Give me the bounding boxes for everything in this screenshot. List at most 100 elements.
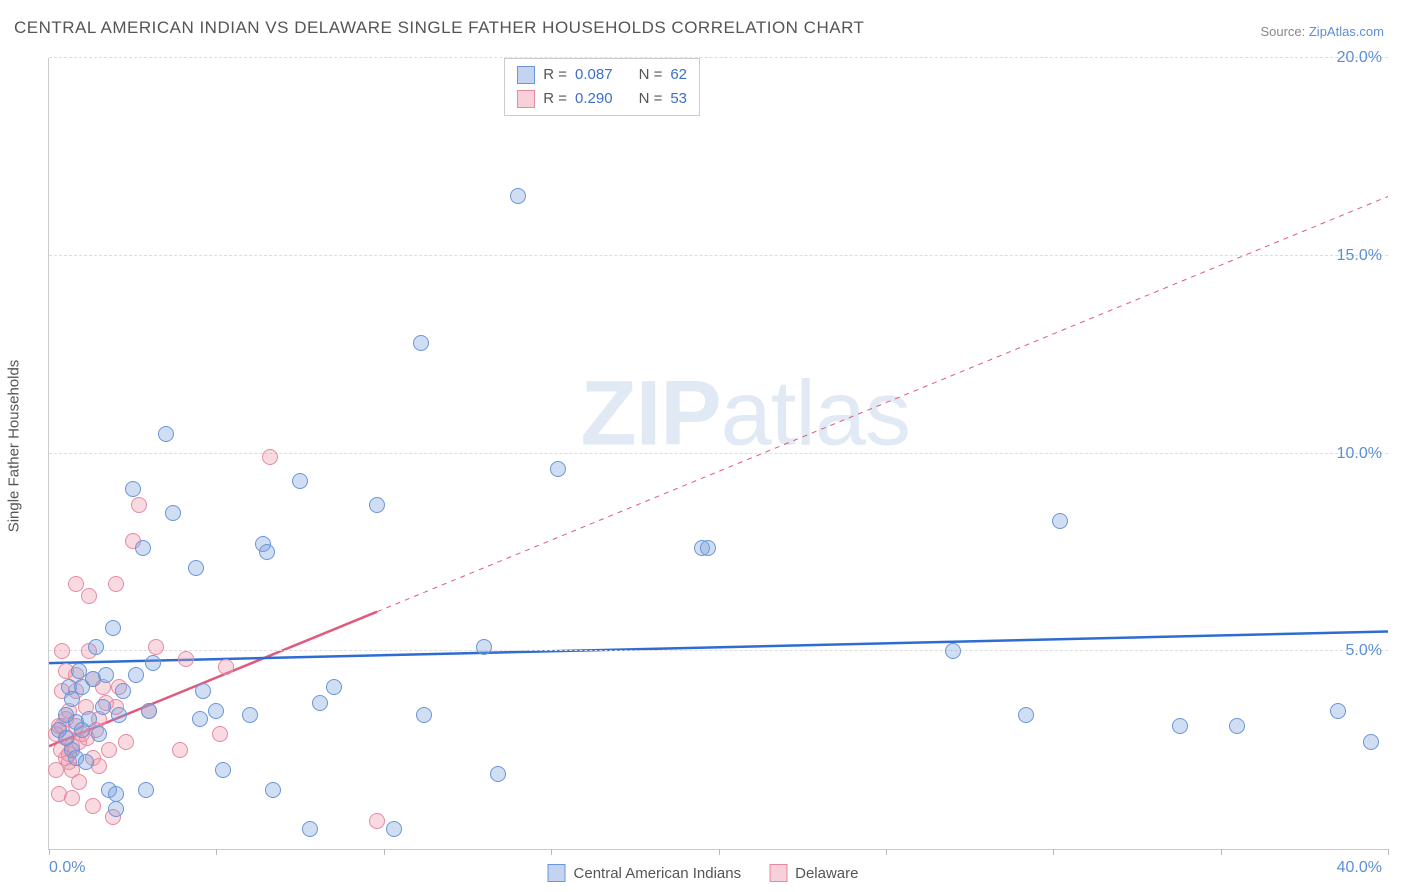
- data-point: [101, 742, 117, 758]
- data-point: [490, 766, 506, 782]
- data-point: [215, 762, 231, 778]
- data-point: [81, 711, 97, 727]
- source-link[interactable]: ZipAtlas.com: [1309, 24, 1384, 39]
- x-tick: [551, 849, 552, 855]
- y-tick-label: 10.0%: [1337, 445, 1382, 463]
- data-point: [195, 683, 211, 699]
- data-point: [54, 643, 70, 659]
- n-label: N =: [639, 87, 663, 111]
- data-point: [1363, 734, 1379, 750]
- data-point: [326, 679, 342, 695]
- data-point: [135, 540, 151, 556]
- data-point: [68, 576, 84, 592]
- data-point: [259, 544, 275, 560]
- data-point: [108, 576, 124, 592]
- data-point: [369, 497, 385, 513]
- watermark-atlas: atlas: [721, 362, 910, 464]
- data-point: [312, 695, 328, 711]
- y-tick-label: 15.0%: [1337, 247, 1382, 265]
- data-point: [416, 707, 432, 723]
- data-point: [98, 667, 114, 683]
- r-value: 0.290: [575, 87, 613, 111]
- source-attribution: Source: ZipAtlas.com: [1260, 24, 1384, 39]
- data-point: [115, 683, 131, 699]
- data-point: [700, 540, 716, 556]
- data-point: [188, 560, 204, 576]
- legend-stats-row: R = 0.290 N = 53: [517, 87, 687, 111]
- data-point: [242, 707, 258, 723]
- y-axis-label: Single Father Households: [6, 360, 23, 533]
- gridline: [49, 57, 1388, 58]
- source-prefix: Source:: [1260, 24, 1308, 39]
- x-tick: [1053, 849, 1054, 855]
- data-point: [165, 505, 181, 521]
- data-point: [85, 798, 101, 814]
- x-tick: [49, 849, 50, 855]
- data-point: [178, 651, 194, 667]
- data-point: [476, 639, 492, 655]
- data-point: [131, 497, 147, 513]
- data-point: [108, 801, 124, 817]
- r-value: 0.087: [575, 63, 613, 87]
- legend-label-blue: Central American Indians: [574, 865, 742, 882]
- gridline: [49, 255, 1388, 256]
- n-value: 62: [670, 63, 687, 87]
- x-tick-label: 0.0%: [49, 859, 85, 877]
- data-point: [212, 726, 228, 742]
- data-point: [386, 821, 402, 837]
- r-label: R =: [543, 63, 567, 87]
- data-point: [111, 707, 127, 723]
- data-point: [141, 703, 157, 719]
- legend-stats-row: R = 0.087 N = 62: [517, 63, 687, 87]
- gridline: [49, 650, 1388, 651]
- legend-label-pink: Delaware: [795, 865, 858, 882]
- swatch-pink: [517, 90, 535, 108]
- watermark: ZIPatlas: [581, 361, 910, 466]
- data-point: [218, 659, 234, 675]
- data-point: [265, 782, 281, 798]
- data-point: [262, 449, 278, 465]
- data-point: [145, 655, 161, 671]
- legend-stats: R = 0.087 N = 62 R = 0.290 N = 53: [504, 58, 700, 116]
- data-point: [95, 699, 111, 715]
- n-label: N =: [639, 63, 663, 87]
- data-point: [208, 703, 224, 719]
- watermark-zip: ZIP: [581, 362, 721, 464]
- data-point: [78, 754, 94, 770]
- data-point: [510, 188, 526, 204]
- data-point: [1172, 718, 1188, 734]
- legend-item-blue: Central American Indians: [548, 864, 742, 882]
- x-tick: [1388, 849, 1389, 855]
- y-tick-label: 5.0%: [1346, 642, 1382, 660]
- data-point: [71, 774, 87, 790]
- data-point: [64, 790, 80, 806]
- x-tick: [719, 849, 720, 855]
- data-point: [369, 813, 385, 829]
- swatch-pink: [769, 864, 787, 882]
- data-point: [1018, 707, 1034, 723]
- data-point: [292, 473, 308, 489]
- n-value: 53: [670, 87, 687, 111]
- data-point: [148, 639, 164, 655]
- legend-item-pink: Delaware: [769, 864, 858, 882]
- data-point: [1052, 513, 1068, 529]
- data-point: [158, 426, 174, 442]
- data-point: [91, 726, 107, 742]
- gridline: [49, 453, 1388, 454]
- data-point: [302, 821, 318, 837]
- chart-title: CENTRAL AMERICAN INDIAN VS DELAWARE SING…: [14, 18, 864, 38]
- data-point: [192, 711, 208, 727]
- legend-bottom: Central American Indians Delaware: [548, 864, 859, 882]
- data-point: [1330, 703, 1346, 719]
- data-point: [138, 782, 154, 798]
- data-point: [105, 620, 121, 636]
- data-point: [128, 667, 144, 683]
- data-point: [125, 481, 141, 497]
- r-label: R =: [543, 87, 567, 111]
- y-tick-label: 20.0%: [1337, 49, 1382, 67]
- data-point: [81, 588, 97, 604]
- data-point: [108, 786, 124, 802]
- data-point: [1229, 718, 1245, 734]
- data-point: [88, 639, 104, 655]
- scatter-chart: ZIPatlas 5.0%10.0%15.0%20.0%0.0%40.0%R =…: [48, 58, 1388, 850]
